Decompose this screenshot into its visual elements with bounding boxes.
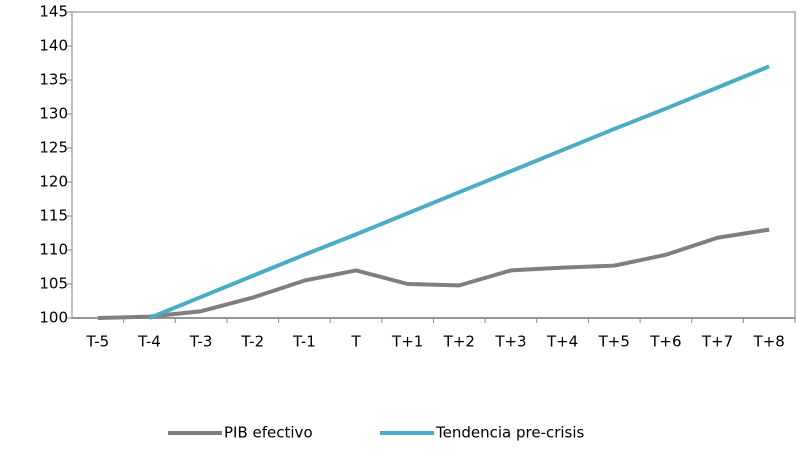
x-tick-label: T-4 [137, 333, 161, 351]
y-tick-label: 120 [39, 173, 68, 191]
x-tick-label: T+6 [649, 333, 681, 351]
legend-label: PIB efectivo [224, 424, 313, 442]
x-tick-label: T+2 [443, 333, 475, 351]
plot-frame [71, 11, 796, 319]
x-tick-label: T+8 [753, 333, 785, 351]
x-tick-label: T+1 [391, 333, 423, 351]
y-tick-label: 110 [39, 241, 68, 259]
y-tick-label: 135 [39, 71, 68, 89]
series-line [148, 64, 770, 320]
x-tick-label: T+4 [546, 333, 578, 351]
y-tick-label: 125 [39, 139, 68, 157]
y-tick-label: 105 [39, 275, 68, 293]
y-tick-label: 115 [39, 207, 68, 225]
legend-label: Tendencia pre-crisis [435, 424, 585, 442]
series-line [97, 227, 770, 320]
x-tick-label: T-2 [240, 333, 264, 351]
y-tick-label: 100 [39, 309, 68, 327]
x-tick-label: T-3 [189, 333, 213, 351]
x-tick-label: T [350, 333, 361, 351]
x-tick-label: T+7 [701, 333, 733, 351]
y-tick-label: 145 [39, 3, 68, 21]
x-tick-label: T-5 [85, 333, 109, 351]
x-tick-label: T+3 [494, 333, 526, 351]
y-tick-label: 140 [39, 37, 68, 55]
x-tick-label: T+5 [598, 333, 630, 351]
x-tick-label: T-1 [292, 333, 316, 351]
y-tick-label: 130 [39, 105, 68, 123]
